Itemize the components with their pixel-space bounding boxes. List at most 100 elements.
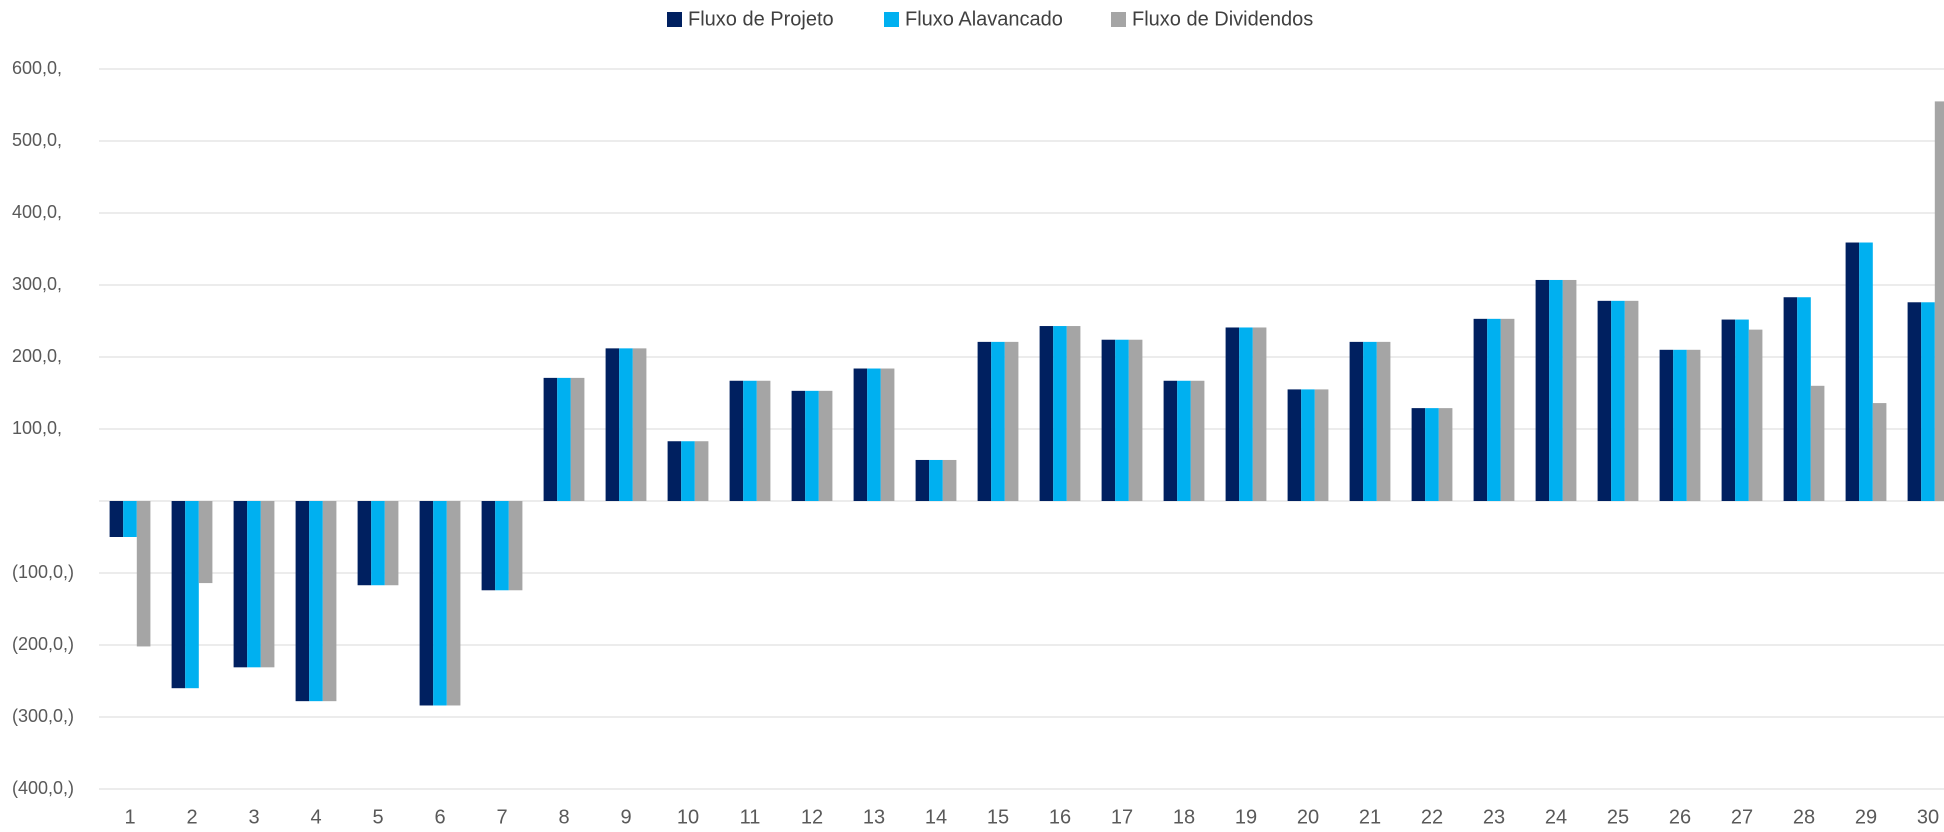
bar [729, 380, 744, 501]
bar [371, 501, 385, 586]
x-tick-label: 1 [124, 806, 135, 828]
legend-swatch [1111, 12, 1126, 27]
x-tick-label: 15 [987, 806, 1009, 828]
bar [1252, 327, 1267, 501]
bar [322, 501, 337, 702]
bar [619, 348, 633, 501]
x-tick-label: 4 [310, 806, 321, 828]
bar [1314, 389, 1329, 501]
y-tick-label: (100,0,) [12, 562, 74, 582]
bar [1797, 297, 1811, 501]
x-tick-label: 7 [496, 806, 507, 828]
bar [1783, 297, 1798, 501]
bar [1659, 349, 1674, 501]
bar [384, 501, 399, 586]
bar [295, 501, 310, 702]
bar [1748, 329, 1763, 501]
x-tick-label: 24 [1545, 806, 1567, 828]
bar [1363, 341, 1377, 501]
x-tick-label: 30 [1917, 806, 1939, 828]
y-tick-label: 200,0, [12, 346, 62, 366]
x-tick-label: 12 [801, 806, 823, 828]
x-tick-label: 21 [1359, 806, 1381, 828]
bar [1287, 389, 1302, 501]
bar [853, 368, 868, 501]
bar [1301, 389, 1315, 501]
bar [1535, 279, 1550, 501]
x-tick-label: 28 [1793, 806, 1815, 828]
x-tick-label: 19 [1235, 806, 1257, 828]
bar [805, 390, 819, 501]
y-tick-label: (200,0,) [12, 634, 74, 654]
y-tick-label: 600,0, [12, 58, 62, 78]
x-tick-label: 18 [1173, 806, 1195, 828]
bar [632, 348, 647, 501]
bar [1872, 403, 1887, 501]
bar [942, 459, 957, 501]
bar [1225, 327, 1240, 501]
bar [1066, 326, 1081, 501]
bar [1549, 279, 1563, 501]
bar [1101, 339, 1116, 501]
bar [1425, 408, 1439, 501]
bar [867, 368, 881, 501]
bar [667, 441, 682, 501]
x-tick-label: 13 [863, 806, 885, 828]
bar [123, 501, 137, 537]
bar [570, 377, 585, 501]
bar [557, 377, 571, 501]
x-tick-label: 17 [1111, 806, 1133, 828]
bar [1190, 380, 1205, 501]
bar [495, 501, 509, 591]
bar [247, 501, 261, 668]
bar [1053, 326, 1067, 501]
bar [1686, 349, 1701, 501]
bar [260, 501, 275, 668]
bar [1239, 327, 1253, 501]
bar [743, 380, 757, 501]
bar [419, 501, 434, 706]
x-tick-label: 22 [1421, 806, 1443, 828]
bar [1810, 385, 1825, 501]
legend-swatch [667, 12, 682, 27]
x-tick-label: 10 [677, 806, 699, 828]
x-tick-label: 26 [1669, 806, 1691, 828]
bar [1597, 300, 1612, 501]
bar [1907, 302, 1922, 501]
bar [991, 341, 1005, 501]
bar [309, 501, 323, 702]
bar [1128, 339, 1143, 501]
bar [1004, 341, 1019, 501]
y-tick-label: (400,0,) [12, 778, 74, 798]
bar [694, 441, 709, 501]
bar [791, 390, 806, 501]
legend-swatch [884, 12, 899, 27]
x-tick-label: 6 [434, 806, 445, 828]
bar [929, 459, 943, 501]
bar [109, 501, 124, 537]
bar [1921, 302, 1935, 501]
bar [1859, 242, 1873, 501]
bar [508, 501, 523, 591]
legend-label: Fluxo de Projeto [688, 8, 834, 30]
bar [1473, 318, 1488, 501]
bar [1487, 318, 1501, 501]
x-tick-label: 23 [1483, 806, 1505, 828]
bar [1673, 349, 1687, 501]
bar [1721, 319, 1736, 501]
x-tick-label: 3 [248, 806, 259, 828]
bar [1735, 319, 1749, 501]
y-tick-label: 300,0, [12, 274, 62, 294]
bar [880, 368, 895, 501]
legend-label: Fluxo de Dividendos [1132, 8, 1313, 30]
bar [233, 501, 248, 668]
x-tick-label: 5 [372, 806, 383, 828]
bar [481, 501, 496, 591]
bar [915, 459, 930, 501]
bar [1376, 341, 1391, 501]
x-tick-label: 16 [1049, 806, 1071, 828]
y-tick-label: 100,0, [12, 418, 62, 438]
x-tick-label: 25 [1607, 806, 1629, 828]
bar [1349, 341, 1364, 501]
